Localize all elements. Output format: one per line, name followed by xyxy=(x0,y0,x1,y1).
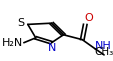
Text: S: S xyxy=(17,18,24,28)
Text: CH₃: CH₃ xyxy=(94,47,113,57)
Text: N: N xyxy=(47,43,55,53)
Text: NH: NH xyxy=(94,41,111,51)
Text: O: O xyxy=(84,13,93,23)
Text: H₂N: H₂N xyxy=(2,38,23,48)
